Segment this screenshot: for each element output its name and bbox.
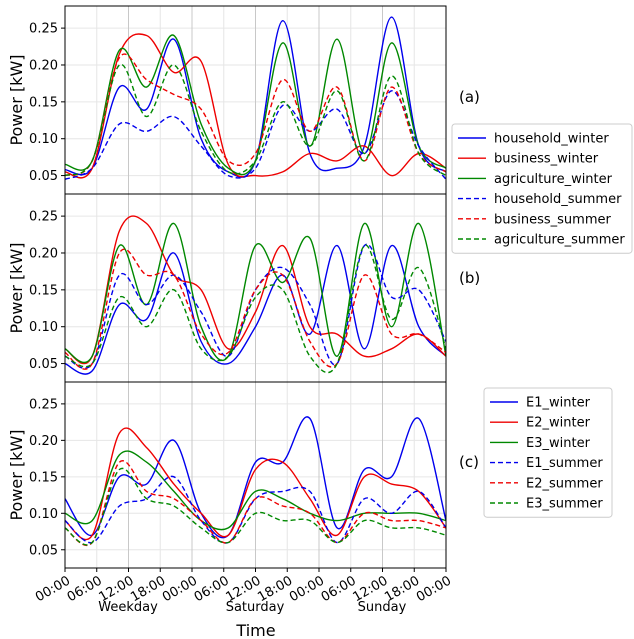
- legend-label: household_summer: [494, 192, 622, 207]
- legend-box: [483, 387, 613, 518]
- series-line-E3-summer: [65, 467, 446, 546]
- panel-tag: (a): [459, 88, 480, 106]
- y-tick-label: 0.05: [29, 543, 58, 558]
- series-line-E2-winter: [65, 427, 446, 541]
- legend-label: E3_summer: [526, 497, 603, 512]
- day-group-label: Sunday: [358, 600, 407, 615]
- series-line-agriculture-summer: [65, 64, 446, 177]
- y-axis-label: Power [kW]: [7, 429, 26, 520]
- day-group-label: Weekday: [98, 600, 158, 615]
- panel-c: 0.05 0.10 0.15 0.20 0.25 Power [kW] (c): [7, 381, 479, 569]
- legend-label: business_winter: [494, 152, 599, 167]
- x-tick-label: 00:00: [160, 573, 200, 605]
- series-line-household-summer: [65, 90, 446, 180]
- y-axis-label: Power [kW]: [7, 242, 26, 333]
- series-line-household-winter: [65, 16, 446, 178]
- y-tick-label: 0.25: [29, 210, 58, 225]
- legend-label: agriculture_summer: [494, 233, 625, 248]
- y-tick-label: 0.15: [29, 470, 58, 485]
- x-tick-label: 06:00: [319, 573, 359, 605]
- y-tick-label: 0.20: [29, 434, 58, 449]
- y-tick-label: 0.05: [29, 169, 58, 184]
- panel-tag: (c): [459, 453, 479, 471]
- x-axis: 00:0006:0012:0018:0000:0006:0012:0018:00…: [33, 568, 454, 639]
- panel-tag: (b): [459, 269, 480, 287]
- legend-label: E2_summer: [526, 476, 603, 491]
- legend-label: E3_winter: [526, 436, 591, 451]
- y-tick-label: 0.20: [29, 246, 58, 261]
- panel-a: 0.05 0.10 0.15 0.20 0.25 Power [kW] (a): [7, 5, 480, 195]
- x-tick-label: 00:00: [33, 573, 73, 605]
- legend-box: [451, 123, 633, 254]
- series-line-agriculture-winter: [65, 222, 446, 364]
- y-tick-label: 0.10: [29, 320, 58, 335]
- legend-label: agriculture_winter: [494, 172, 613, 187]
- series-line-business-summer: [65, 53, 446, 177]
- legend-c: E1_winter E2_winter E3_winter E1_summer E2_s…: [483, 387, 613, 518]
- y-tick-label: 0.10: [29, 507, 58, 522]
- series-line-E3-winter: [65, 450, 446, 531]
- panel-b: 0.05 0.10 0.15 0.20 0.25 Power [kW] (b): [7, 193, 480, 383]
- y-axis-label: Power [kW]: [7, 54, 26, 145]
- y-tick-label: 0.15: [29, 283, 58, 298]
- y-tick-label: 0.10: [29, 132, 58, 147]
- legend-label: business_summer: [494, 212, 611, 227]
- series-line-agriculture-summer: [65, 244, 446, 374]
- x-tick-label: 00:00: [287, 573, 327, 605]
- legend-label: E1_summer: [526, 456, 603, 471]
- y-tick-label: 0.15: [29, 95, 58, 110]
- series-line-E2-summer: [65, 460, 446, 546]
- series-line-business-summer: [65, 248, 446, 370]
- legend-label: household_winter: [494, 132, 609, 147]
- legend-a: household_winter business_winter agricultu…: [451, 123, 633, 254]
- y-tick-label: 0.05: [29, 357, 58, 372]
- legend-label: E1_winter: [526, 396, 591, 411]
- x-tick-label: 00:00: [414, 573, 454, 605]
- series-line-household-winter: [65, 244, 446, 375]
- x-axis-label: Time: [235, 621, 275, 639]
- y-tick-label: 0.25: [29, 22, 58, 37]
- y-tick-label: 0.25: [29, 397, 58, 412]
- series-line-agriculture-winter: [65, 34, 446, 176]
- series-line-E1-summer: [65, 475, 446, 544]
- y-tick-label: 0.20: [29, 58, 58, 73]
- series-line-business-winter: [65, 215, 446, 365]
- series-line-business-winter: [65, 33, 446, 179]
- day-group-label: Saturday: [226, 600, 285, 615]
- legend-label: E2_winter: [526, 416, 591, 431]
